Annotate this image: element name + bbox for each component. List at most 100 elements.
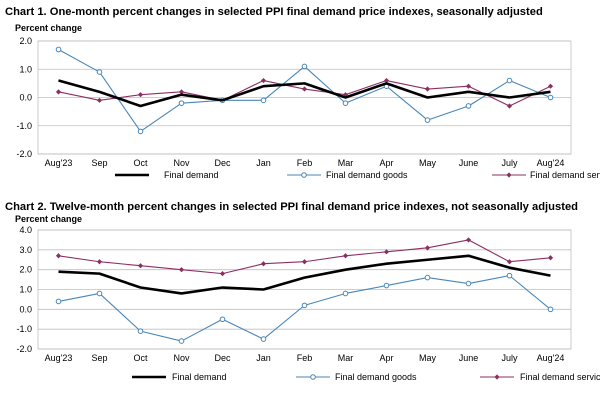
data-point xyxy=(137,128,144,135)
data-point xyxy=(55,89,62,95)
y-tick-label: 2.0 xyxy=(19,36,32,46)
data-point xyxy=(383,282,390,289)
data-point xyxy=(178,89,185,95)
x-tick-label: Dec xyxy=(214,353,231,363)
data-point xyxy=(506,259,513,265)
x-tick-label: Mar xyxy=(338,158,354,168)
data-point xyxy=(178,100,185,106)
x-tick-label: July xyxy=(501,353,518,363)
data-point xyxy=(137,263,144,269)
y-axis-label: Percent change xyxy=(15,214,82,224)
series-line xyxy=(58,254,551,295)
plot-frame xyxy=(37,40,572,155)
data-point xyxy=(506,272,513,279)
legend-item: Final demand goods xyxy=(287,170,408,180)
series-final-demand-goods xyxy=(55,46,554,135)
x-tick-label: Aug'24 xyxy=(537,158,565,168)
data-point xyxy=(55,298,62,305)
legend-marker xyxy=(310,374,316,380)
x-tick-label: Nov xyxy=(173,158,190,168)
data-point xyxy=(301,63,308,70)
legend-marker xyxy=(301,172,307,178)
legend-item: Final demand goods xyxy=(296,372,417,382)
data-point xyxy=(342,253,349,259)
legend: Final demand Final demand goods Final dema… xyxy=(132,372,600,382)
y-tick-label: 1.0 xyxy=(19,64,32,74)
chart-1: Chart 1. One-month percent changes in se… xyxy=(5,6,600,180)
x-tick-label: Mar xyxy=(338,353,354,363)
data-point xyxy=(219,316,226,323)
data-point xyxy=(547,94,554,101)
series-line xyxy=(58,79,551,108)
x-tick-label: Oct xyxy=(133,353,148,363)
series-final-demand-goods xyxy=(55,272,554,344)
x-tick-label: Aug'23 xyxy=(45,158,73,168)
data-point xyxy=(547,83,554,89)
data-point xyxy=(547,255,554,261)
x-tick-label: Feb xyxy=(297,353,313,363)
x-tick-label: Dec xyxy=(214,158,231,168)
legend-label: Final demand goods xyxy=(326,170,408,180)
x-tick-label: Aug'23 xyxy=(45,353,73,363)
legend-item: Final demand xyxy=(132,372,227,382)
data-point xyxy=(301,302,308,309)
x-tick-label: Apr xyxy=(379,353,393,363)
x-tick-label: May xyxy=(419,158,437,168)
legend-label: Final demand services xyxy=(530,170,600,180)
data-point xyxy=(383,249,390,255)
series-final-demand xyxy=(58,79,551,108)
y-tick-label: -2.0 xyxy=(16,344,32,354)
data-point xyxy=(260,336,267,342)
data-point xyxy=(547,306,554,313)
data-point xyxy=(96,259,103,265)
y-tick-label: -1.0 xyxy=(16,324,32,334)
legend-item: Final demand services xyxy=(492,170,600,180)
data-point xyxy=(465,280,472,287)
data-point xyxy=(424,117,431,123)
series-final-demand-services xyxy=(55,237,554,277)
data-point xyxy=(424,245,431,251)
data-point xyxy=(465,237,472,243)
data-point xyxy=(260,77,267,84)
y-tick-label: 2.0 xyxy=(19,265,32,275)
x-tick-label: Sep xyxy=(91,353,107,363)
x-tick-label: Apr xyxy=(379,158,393,168)
y-tick-label: 0.0 xyxy=(19,304,32,314)
data-point xyxy=(178,338,185,344)
data-point xyxy=(260,97,267,104)
x-tick-label: Nov xyxy=(173,353,190,363)
y-tick-label: -2.0 xyxy=(16,149,32,159)
data-point xyxy=(55,46,62,53)
data-point xyxy=(219,271,226,277)
data-point xyxy=(96,97,103,103)
legend-marker xyxy=(506,172,512,178)
data-point xyxy=(506,77,513,84)
x-tick-label: June xyxy=(459,353,479,363)
data-point xyxy=(465,83,472,89)
x-tick-label: Sep xyxy=(91,158,107,168)
data-point xyxy=(260,261,267,267)
x-tick-label: May xyxy=(419,353,437,363)
data-point xyxy=(465,103,472,109)
legend-label: Final demand xyxy=(164,170,219,180)
data-point xyxy=(424,86,431,92)
y-tick-label: 4.0 xyxy=(19,225,32,235)
y-tick-label: 0.0 xyxy=(19,93,32,103)
y-tick-label: -1.0 xyxy=(16,121,32,131)
data-point xyxy=(342,290,349,297)
data-point xyxy=(424,274,431,281)
y-tick-label: 1.0 xyxy=(19,285,32,295)
legend-item: Final demand services xyxy=(480,372,600,382)
y-axis-label: Percent change xyxy=(15,23,82,33)
x-tick-label: July xyxy=(501,158,518,168)
x-tick-label: June xyxy=(459,158,479,168)
data-point xyxy=(178,267,185,273)
x-tick-label: Jan xyxy=(256,158,271,168)
chart-title: Chart 1. One-month percent changes in se… xyxy=(5,6,543,18)
x-tick-label: Oct xyxy=(133,158,148,168)
legend-label: Final demand xyxy=(172,372,227,382)
y-tick-label: 3.0 xyxy=(19,245,32,255)
data-point xyxy=(506,103,513,109)
legend-marker xyxy=(494,374,500,380)
